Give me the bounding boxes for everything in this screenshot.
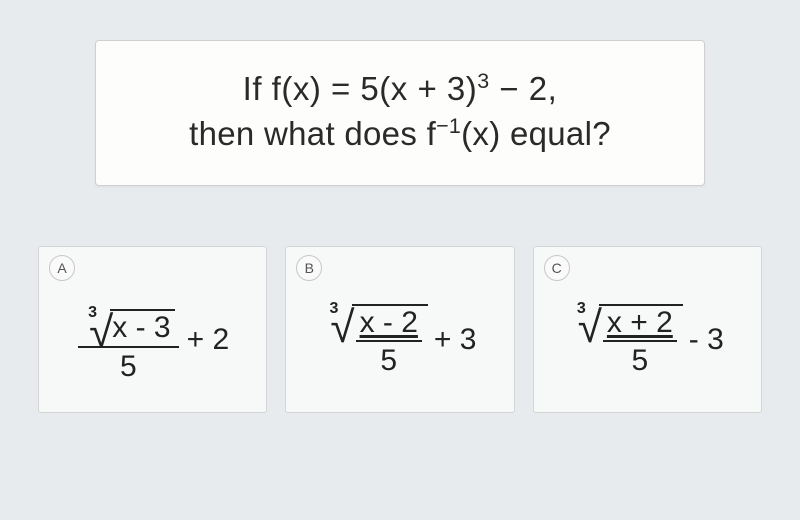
denominator: 5 <box>120 348 137 382</box>
answer-option-b[interactable]: B 3 √ x - 2 5 + 3 <box>285 246 514 413</box>
expression-b: 3 √ x - 2 5 + 3 <box>324 304 477 376</box>
q2-suffix: (x) equal? <box>461 115 611 152</box>
numerator: x + 2 <box>603 308 677 342</box>
expression-a: 3 √ x - 3 5 + 2 <box>76 297 229 382</box>
answer-option-a[interactable]: A 3 √ x - 3 5 + 2 <box>38 246 267 413</box>
radical-symbol: √ <box>578 310 602 345</box>
answer-label-b: B <box>296 255 322 281</box>
expression-c: 3 √ x + 2 5 - 3 <box>571 304 724 376</box>
denominator: 5 <box>380 342 397 376</box>
answers-row: A 3 √ x - 3 5 + 2 B 3 √ <box>30 246 770 413</box>
q2-prefix: then what does f <box>189 115 436 152</box>
radical-symbol: √ <box>89 315 113 350</box>
denominator: 5 <box>632 342 649 376</box>
q2-exponent: −1 <box>436 114 461 138</box>
tail-term: - 3 <box>689 323 724 357</box>
answer-option-c[interactable]: C 3 √ x + 2 5 - 3 <box>533 246 762 413</box>
answer-label-a: A <box>49 255 75 281</box>
tail-term: + 3 <box>434 323 477 357</box>
radicand: x - 3 <box>110 309 174 343</box>
q1-suffix: − 2, <box>490 70 558 107</box>
numerator: x - 2 <box>356 308 422 342</box>
question-line-1: If f(x) = 5(x + 3)3 − 2, <box>126 69 674 108</box>
answer-label-c: C <box>544 255 570 281</box>
question-line-2: then what does f−1(x) equal? <box>126 114 674 153</box>
q1-prefix: If f(x) = 5(x + 3) <box>243 70 478 107</box>
q1-exponent: 3 <box>477 69 489 93</box>
tail-term: + 2 <box>187 323 230 357</box>
question-box: If f(x) = 5(x + 3)3 − 2, then what does … <box>95 40 705 186</box>
radical-symbol: √ <box>330 310 354 345</box>
